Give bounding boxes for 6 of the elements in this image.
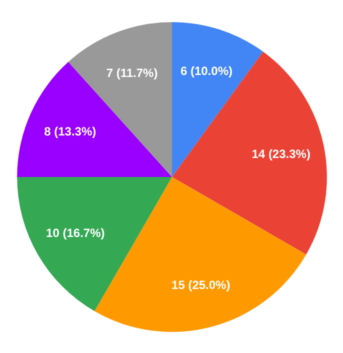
- data-label: 6 (10.0%): [180, 64, 232, 78]
- data-label: 14 (23.3%): [252, 146, 310, 161]
- data-label: 7 (11.7%): [106, 66, 158, 80]
- data-label: 8 (13.3%): [44, 124, 96, 139]
- data-label: 10 (16.7%): [46, 226, 105, 240]
- data-label: 15 (25.0%): [172, 278, 230, 292]
